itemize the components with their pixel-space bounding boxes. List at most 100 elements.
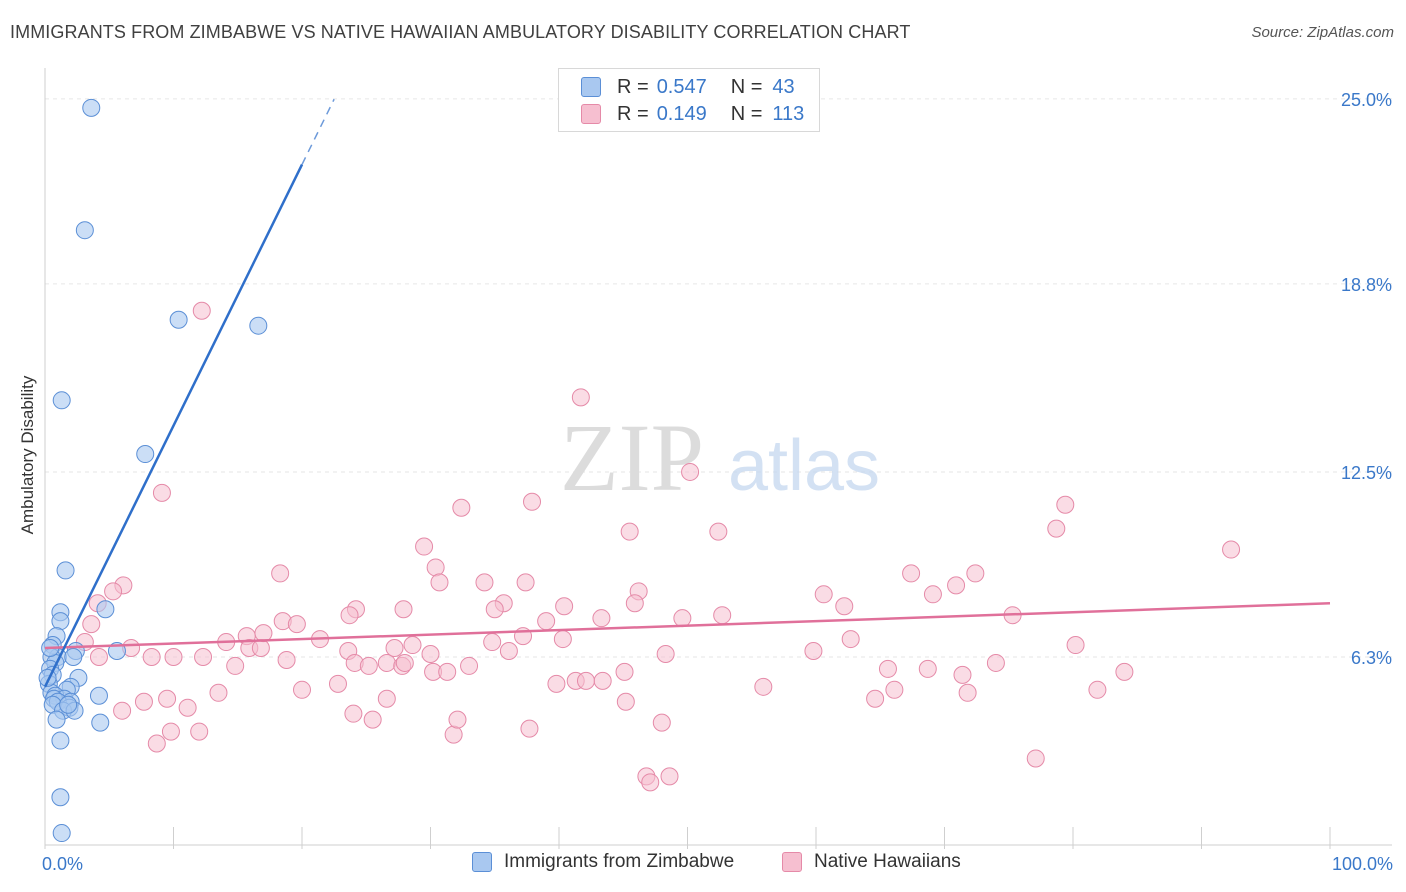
data-point-native-hawaiians bbox=[421, 644, 440, 663]
data-point-native-hawaiians bbox=[161, 722, 180, 741]
data-point-native-hawaiians bbox=[918, 659, 937, 678]
data-point-native-hawaiians bbox=[430, 573, 449, 592]
data-point-zimbabwe bbox=[96, 600, 115, 619]
legend-item-zimbabwe[interactable]: Immigrants from Zimbabwe bbox=[472, 851, 734, 873]
data-point-native-hawaiians bbox=[615, 662, 634, 681]
data-point-native-hawaiians bbox=[340, 606, 359, 625]
data-point-zimbabwe bbox=[91, 713, 110, 732]
data-point-native-hawaiians bbox=[547, 674, 566, 693]
data-point-native-hawaiians bbox=[1066, 636, 1085, 655]
data-point-native-hawaiians bbox=[394, 600, 413, 619]
data-point-native-hawaiians bbox=[814, 585, 833, 604]
data-point-native-hawaiians bbox=[395, 653, 414, 672]
data-point-zimbabwe bbox=[169, 310, 188, 329]
data-point-native-hawaiians bbox=[516, 573, 535, 592]
data-point-native-hawaiians bbox=[483, 633, 502, 652]
trend-lines bbox=[43, 98, 1331, 688]
legend-row-native-hawaiians: R = 0.149 N = 113 bbox=[581, 101, 804, 127]
x-tick-label-max: 100.0% bbox=[1332, 854, 1393, 874]
legend-swatch-blue bbox=[472, 852, 492, 872]
chart-title: IMMIGRANTS FROM ZIMBABWE VS NATIVE HAWAI… bbox=[10, 22, 911, 42]
data-point-native-hawaiians bbox=[89, 647, 108, 666]
data-point-native-hawaiians bbox=[164, 647, 183, 666]
data-point-native-hawaiians bbox=[660, 767, 679, 786]
data-point-native-hawaiians bbox=[192, 301, 211, 320]
legend-row-zimbabwe: R = 0.547 N = 43 bbox=[581, 74, 795, 100]
data-point-native-hawaiians bbox=[1222, 540, 1241, 559]
data-point-native-hawaiians bbox=[754, 677, 773, 696]
data-point-native-hawaiians bbox=[485, 600, 504, 619]
data-point-native-hawaiians bbox=[475, 573, 494, 592]
legend-r-value: 0.149 bbox=[656, 102, 707, 125]
data-point-native-hawaiians bbox=[537, 612, 556, 631]
data-point-native-hawaiians bbox=[571, 388, 590, 407]
data-point-native-hawaiians bbox=[104, 582, 123, 601]
data-point-native-hawaiians bbox=[923, 585, 942, 604]
data-point-native-hawaiians bbox=[673, 609, 692, 628]
data-point-native-hawaiians bbox=[251, 639, 270, 658]
data-point-zimbabwe bbox=[52, 391, 71, 410]
x-tick-labels: 0.0% 100.0% bbox=[42, 854, 1393, 874]
data-point-native-hawaiians bbox=[438, 662, 457, 681]
data-point-native-hawaiians bbox=[178, 698, 197, 717]
legend-swatch-blue bbox=[581, 77, 601, 97]
data-point-native-hawaiians bbox=[147, 734, 166, 753]
data-point-native-hawaiians bbox=[328, 674, 347, 693]
data-point-native-hawaiians bbox=[344, 704, 363, 723]
y-tick-label: 25.0% bbox=[1341, 90, 1392, 110]
data-point-native-hawaiians bbox=[709, 522, 728, 541]
legend-n-label: N = bbox=[730, 102, 763, 125]
data-point-zimbabwe bbox=[56, 561, 75, 580]
data-point-zimbabwe bbox=[51, 612, 70, 631]
y-tick-label: 6.3% bbox=[1351, 648, 1392, 668]
data-point-native-hawaiians bbox=[958, 683, 977, 702]
data-point-native-hawaiians bbox=[499, 642, 518, 661]
legend-r-value: 0.547 bbox=[656, 75, 707, 98]
data-point-native-hawaiians bbox=[1026, 749, 1045, 768]
data-point-zimbabwe bbox=[89, 686, 108, 705]
data-point-native-hawaiians bbox=[953, 665, 972, 684]
data-point-native-hawaiians bbox=[190, 722, 209, 741]
legend-r-label: R = bbox=[617, 102, 649, 125]
data-point-native-hawaiians bbox=[444, 725, 463, 744]
legend-swatch-pink bbox=[581, 104, 601, 124]
data-point-native-hawaiians bbox=[448, 710, 467, 729]
y-tick-labels: 6.3% 12.5% 18.8% 25.0% bbox=[1341, 90, 1392, 668]
data-point-native-hawaiians bbox=[902, 564, 921, 583]
data-point-native-hawaiians bbox=[359, 656, 378, 675]
data-point-native-hawaiians bbox=[520, 719, 539, 738]
data-point-native-hawaiians bbox=[426, 558, 445, 577]
y-tick-label: 18.8% bbox=[1341, 275, 1392, 295]
data-point-native-hawaiians bbox=[377, 653, 396, 672]
watermark-atlas: atlas bbox=[728, 426, 880, 506]
data-point-native-hawaiians bbox=[713, 606, 732, 625]
data-point-native-hawaiians bbox=[620, 522, 639, 541]
data-point-native-hawaiians bbox=[82, 615, 101, 634]
series-immigrants-from-zimbabwe bbox=[38, 98, 268, 843]
data-point-native-hawaiians bbox=[553, 630, 572, 649]
trend-line-zimbabwe-extension bbox=[301, 98, 335, 165]
legend-r-label: R = bbox=[617, 75, 649, 98]
data-point-native-hawaiians bbox=[460, 656, 479, 675]
data-point-native-hawaiians bbox=[681, 462, 700, 481]
data-point-native-hawaiians bbox=[947, 576, 966, 595]
y-tick-label: 12.5% bbox=[1341, 463, 1392, 483]
data-point-zimbabwe bbox=[82, 98, 101, 117]
data-point-native-hawaiians bbox=[986, 653, 1005, 672]
data-point-native-hawaiians bbox=[652, 713, 671, 732]
data-point-native-hawaiians bbox=[878, 659, 897, 678]
data-point-native-hawaiians bbox=[287, 615, 306, 634]
data-point-native-hawaiians bbox=[1088, 680, 1107, 699]
data-point-native-hawaiians bbox=[641, 773, 660, 792]
data-point-native-hawaiians bbox=[226, 656, 245, 675]
legend-item-native-hawaiians[interactable]: Native Hawaiians bbox=[782, 851, 961, 873]
data-point-native-hawaiians bbox=[194, 647, 213, 666]
data-point-native-hawaiians bbox=[966, 564, 985, 583]
series-legend: Immigrants from Zimbabwe Native Hawaiian… bbox=[0, 851, 1406, 877]
data-point-native-hawaiians bbox=[142, 647, 161, 666]
watermark-zip: ZIP bbox=[560, 404, 704, 511]
data-point-native-hawaiians bbox=[415, 537, 434, 556]
data-point-native-hawaiians bbox=[804, 642, 823, 661]
data-point-native-hawaiians bbox=[277, 650, 296, 669]
data-point-native-hawaiians bbox=[835, 597, 854, 616]
